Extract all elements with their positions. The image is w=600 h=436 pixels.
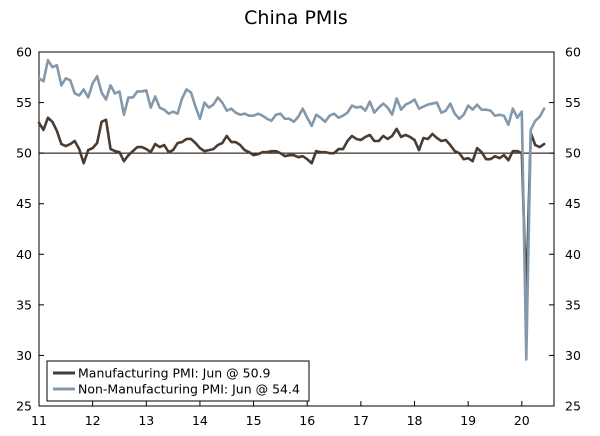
y-tick-label-right: 50 (565, 146, 581, 161)
x-tick-label: 13 (138, 413, 154, 428)
y-tick-label-left: 50 (16, 146, 32, 161)
legend: Manufacturing PMI: Jun @ 50.9Non-Manufac… (46, 360, 310, 402)
y-tick-label-left: 60 (16, 45, 32, 60)
x-tick-label: 14 (192, 413, 208, 428)
y-tick-label-left: 35 (16, 297, 32, 312)
x-tick-label: 17 (353, 413, 369, 428)
y-tick-label-right: 25 (565, 399, 581, 414)
y-tick-label-right: 30 (565, 348, 581, 363)
y-tick-label-left: 25 (16, 399, 32, 414)
legend-box (46, 360, 310, 402)
y-tick-label-right: 45 (565, 196, 581, 211)
x-tick-label: 11 (31, 413, 47, 428)
legend-label-manufacturing: Manufacturing PMI: Jun @ 50.9 (78, 366, 271, 381)
y-tick-label-left: 30 (16, 348, 32, 363)
x-tick-label: 12 (85, 413, 101, 428)
series-line-non-manufacturing (37, 58, 546, 361)
y-tick-label-left: 40 (16, 247, 32, 262)
x-tick-label: 18 (407, 413, 423, 428)
y-tick-label-right: 40 (565, 247, 581, 262)
y-tick-label-left: 55 (16, 95, 32, 110)
x-tick-label: 15 (246, 413, 262, 428)
chart-title: China PMIs (244, 7, 348, 29)
x-tick-label: 19 (460, 413, 476, 428)
series-line-manufacturing (37, 116, 546, 300)
x-tick-label: 20 (514, 413, 530, 428)
y-tick-label-right: 55 (565, 95, 581, 110)
x-tick-label: 16 (299, 413, 315, 428)
y-tick-label-right: 35 (565, 297, 581, 312)
y-tick-label-right: 60 (565, 45, 581, 60)
y-tick-label-left: 45 (16, 196, 32, 211)
legend-label-non-manufacturing: Non-Manufacturing PMI: Jun @ 54.4 (78, 382, 300, 397)
plot-area-border (38, 51, 555, 407)
